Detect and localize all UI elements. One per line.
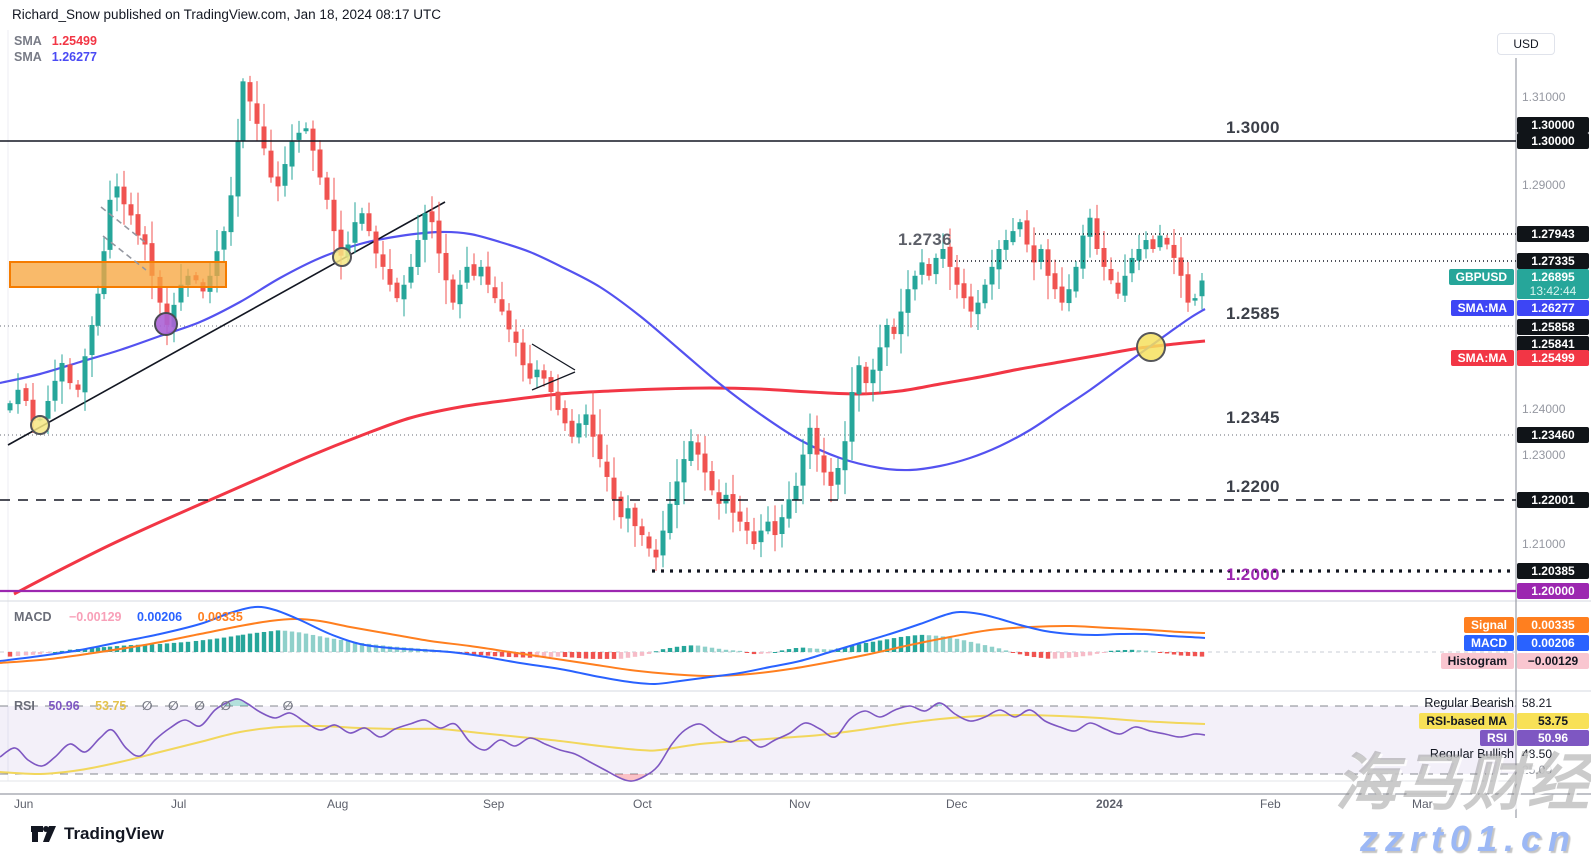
time-axis-label: Nov bbox=[789, 797, 811, 811]
price-axis-tick: 1.24000 bbox=[1522, 402, 1566, 416]
rsi-row-value: 58.21 bbox=[1522, 696, 1553, 710]
price-axis-badge: 1.25841 bbox=[1517, 336, 1589, 352]
time-axis-label: Jul bbox=[171, 797, 187, 811]
sma-slow-value: 1.26277 bbox=[51, 50, 97, 64]
rsi-row-label: RSI bbox=[1479, 730, 1514, 746]
macd-row-label: Histogram bbox=[1440, 653, 1514, 669]
rsi-row-value: 48.50 bbox=[1522, 747, 1553, 761]
price-axis-tick: 1.23000 bbox=[1522, 448, 1566, 462]
price-axis-tick: 1.21000 bbox=[1522, 537, 1566, 551]
watermark-chinese: 海马财经 bbox=[1334, 749, 1591, 818]
rsi-hidden-args: ∅ ∅ ∅ ∅ bbox=[141, 699, 238, 713]
indicator-source-badge[interactable]: GBPUSD bbox=[1448, 269, 1514, 285]
rsi-row-value: 50.96 bbox=[1517, 730, 1589, 746]
time-axis-label: Aug bbox=[327, 797, 349, 811]
macd-row-value: 0.00206 bbox=[1517, 635, 1589, 651]
sma-fast-value: 1.25499 bbox=[51, 34, 97, 48]
price-axis-badge: 1.27943 bbox=[1517, 226, 1589, 242]
level-annotation: 1.2200 bbox=[1226, 477, 1280, 496]
tradingview-logo-text: TradingView bbox=[64, 824, 164, 843]
time-axis-label: Jun bbox=[14, 797, 34, 811]
rsi-header[interactable]: RSI 50.96 53.75 ∅ ∅ ∅ ∅ ∅ bbox=[14, 698, 293, 713]
price-axis-badge: 1.20000 bbox=[1517, 583, 1589, 599]
price-axis-badge: 1.30000 bbox=[1517, 133, 1589, 149]
price-axis-badge: 1.26277 bbox=[1517, 300, 1589, 316]
indicator-source-badge[interactable]: SMA:MA bbox=[1450, 350, 1514, 366]
sma-fast-label: SMA bbox=[14, 34, 42, 48]
macd-label: MACD bbox=[14, 610, 52, 624]
countdown-timer: 13:42:44 bbox=[1529, 284, 1577, 298]
price-axis-badge: 1.20385 bbox=[1517, 563, 1589, 579]
price-axis-badge: 1.25499 bbox=[1517, 350, 1589, 366]
tradingview-logo[interactable]: TradingView bbox=[30, 822, 164, 846]
level-annotation: 1.2000 bbox=[1226, 565, 1280, 584]
macd-header[interactable]: MACD −0.00129 0.00206 0.00335 bbox=[14, 610, 243, 624]
time-axis-label: Feb bbox=[1260, 797, 1281, 811]
rsi-ma-value: 53.75 bbox=[95, 699, 127, 713]
watermark-url: zzrt01.cn bbox=[1359, 818, 1577, 857]
macd-row-value: −0.00129 bbox=[1517, 653, 1589, 669]
price-axis-badge: 1.25858 bbox=[1517, 319, 1589, 335]
level-annotation: 1.2736 bbox=[898, 230, 952, 249]
rsi-row-label: Regular Bullish bbox=[1429, 747, 1514, 761]
rsi-row-value: 25.00 bbox=[1522, 763, 1553, 777]
macd-row-label: Signal bbox=[1463, 617, 1514, 633]
price-axis-badge: 1.26895 13:42:44 bbox=[1517, 269, 1589, 299]
publish-byline: Richard_Snow published on TradingView.co… bbox=[12, 7, 442, 22]
price-axis-badge: 1.27335 bbox=[1517, 253, 1589, 269]
rsi-label: RSI bbox=[14, 699, 35, 713]
rsi-row-label: Regular Bearish bbox=[1424, 696, 1514, 710]
price-axis-tick: 1.29000 bbox=[1522, 178, 1566, 192]
macd-row-label: MACD bbox=[1464, 635, 1514, 651]
macd-row-value: 0.00335 bbox=[1517, 617, 1589, 633]
level-annotation: 1.3000 bbox=[1226, 118, 1280, 137]
sma-fast-legend[interactable]: SMA 1.25499 bbox=[14, 34, 97, 48]
price-axis-badge: 1.22001 bbox=[1517, 492, 1589, 508]
time-axis-label: Sep bbox=[483, 797, 505, 811]
macd-line-value: 0.00206 bbox=[136, 610, 183, 624]
time-axis-label: Mar bbox=[1412, 797, 1433, 811]
rsi-row-label: RSI-based MA bbox=[1419, 713, 1514, 729]
time-axis-label: Oct bbox=[633, 797, 652, 811]
rsi-hidden-arg-far: ∅ bbox=[282, 699, 294, 713]
rsi-row-value: 53.75 bbox=[1517, 713, 1589, 729]
level-annotation: 1.2345 bbox=[1226, 408, 1280, 427]
level-annotation: 1.2585 bbox=[1226, 304, 1280, 323]
currency-toggle-button[interactable]: USD bbox=[1497, 33, 1555, 55]
rsi-value: 50.96 bbox=[48, 699, 80, 713]
price-axis-tick: 1.31000 bbox=[1522, 90, 1566, 104]
macd-hist-value: −0.00129 bbox=[68, 610, 122, 624]
sma-slow-legend[interactable]: SMA 1.26277 bbox=[14, 50, 97, 64]
tradingview-logo-icon bbox=[31, 826, 56, 842]
price-axis-badge: 1.23460 bbox=[1517, 427, 1589, 443]
indicator-source-badge[interactable]: SMA:MA bbox=[1450, 300, 1514, 316]
time-axis-label: Dec bbox=[946, 797, 968, 811]
macd-signal-value: 0.00335 bbox=[197, 610, 243, 624]
price-axis-badge: 1.30000 bbox=[1517, 117, 1589, 133]
time-axis-label: 2024 bbox=[1096, 797, 1123, 811]
sma-slow-label: SMA bbox=[14, 50, 42, 64]
